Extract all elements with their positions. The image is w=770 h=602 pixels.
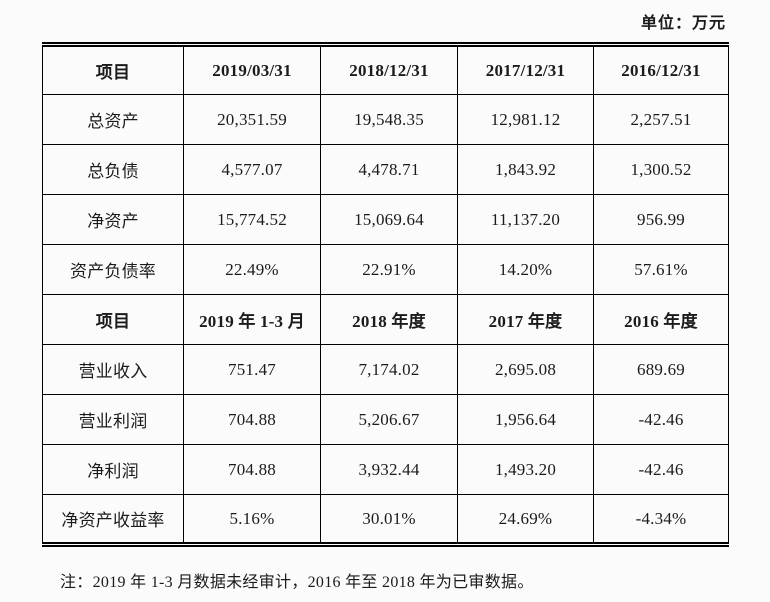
row-label: 营业收入 [42, 344, 184, 395]
row-label: 净资产收益率 [42, 494, 184, 545]
row-label: 净资产 [42, 194, 184, 245]
table-row-total-liabilities: 总负债 4,577.07 4,478.71 1,843.92 1,300.52 [42, 144, 729, 195]
table-cell: 24.69% [457, 494, 594, 545]
column-header: 2019/03/31 [183, 44, 321, 95]
column-header: 2016/12/31 [593, 44, 729, 95]
table-cell: 704.88 [183, 394, 321, 445]
table-cell: 2,257.51 [593, 94, 729, 145]
table-cell: 751.47 [183, 344, 321, 395]
table-cell: 704.88 [183, 444, 321, 495]
table-cell: 11,137.20 [457, 194, 594, 245]
table-row-operating-revenue: 营业收入 751.47 7,174.02 2,695.08 689.69 [42, 344, 729, 395]
table-cell: 22.91% [320, 244, 458, 295]
row-label: 资产负债率 [42, 244, 184, 295]
table-row-operating-profit: 营业利润 704.88 5,206.67 1,956.64 -42.46 [42, 394, 729, 445]
table-cell: 2,695.08 [457, 344, 594, 395]
table-cell: 30.01% [320, 494, 458, 545]
table-row-debt-ratio: 资产负债率 22.49% 22.91% 14.20% 57.61% [42, 244, 729, 295]
table-cell: 1,493.20 [457, 444, 594, 495]
table-cell: 1,843.92 [457, 144, 594, 195]
table-row-roe: 净资产收益率 5.16% 30.01% 24.69% -4.34% [42, 494, 729, 545]
table-cell: 14.20% [457, 244, 594, 295]
column-header: 项目 [42, 44, 184, 95]
table-cell: 1,300.52 [593, 144, 729, 195]
table-cell: -42.46 [593, 394, 729, 445]
table-cell: 22.49% [183, 244, 321, 295]
table-cell: 956.99 [593, 194, 729, 245]
table-row-net-assets: 净资产 15,774.52 15,069.64 11,137.20 956.99 [42, 194, 729, 245]
column-header: 2016 年度 [593, 294, 729, 345]
table-cell: 12,981.12 [457, 94, 594, 145]
table-cell: 4,577.07 [183, 144, 321, 195]
table-cell: -4.34% [593, 494, 729, 545]
row-label: 净利润 [42, 444, 184, 495]
table-cell: 57.61% [593, 244, 729, 295]
column-header: 2019 年 1-3 月 [183, 294, 321, 345]
income-statement-header-row: 项目 2019 年 1-3 月 2018 年度 2017 年度 2016 年度 [42, 294, 729, 345]
row-label: 营业利润 [42, 394, 184, 445]
row-label: 总负债 [42, 144, 184, 195]
table-cell: 4,478.71 [320, 144, 458, 195]
column-header: 2017/12/31 [457, 44, 594, 95]
balance-sheet-header-row: 项目 2019/03/31 2018/12/31 2017/12/31 2016… [42, 44, 729, 95]
table-cell: 3,932.44 [320, 444, 458, 495]
column-header: 项目 [42, 294, 184, 345]
table-cell: 15,069.64 [320, 194, 458, 245]
financial-summary-table: 项目 2019/03/31 2018/12/31 2017/12/31 2016… [42, 42, 729, 547]
table-cell: 19,548.35 [320, 94, 458, 145]
table-row-net-profit: 净利润 704.88 3,932.44 1,493.20 -42.46 [42, 444, 729, 495]
column-header: 2018 年度 [320, 294, 458, 345]
table-cell: 1,956.64 [457, 394, 594, 445]
table-cell: 5.16% [183, 494, 321, 545]
column-header: 2018/12/31 [320, 44, 458, 95]
table-cell: 20,351.59 [183, 94, 321, 145]
table-row-total-assets: 总资产 20,351.59 19,548.35 12,981.12 2,257.… [42, 94, 729, 145]
table-cell: 5,206.67 [320, 394, 458, 445]
table-cell: 7,174.02 [320, 344, 458, 395]
unit-label: 单位：万元 [640, 15, 726, 32]
table-cell: -42.46 [593, 444, 729, 495]
column-header: 2017 年度 [457, 294, 594, 345]
row-label: 总资产 [42, 94, 184, 145]
table-cell: 689.69 [593, 344, 729, 395]
footnote: 注：2019 年 1-3 月数据未经审计，2016 年至 2018 年为已审数据… [60, 574, 534, 591]
table-cell: 15,774.52 [183, 194, 321, 245]
